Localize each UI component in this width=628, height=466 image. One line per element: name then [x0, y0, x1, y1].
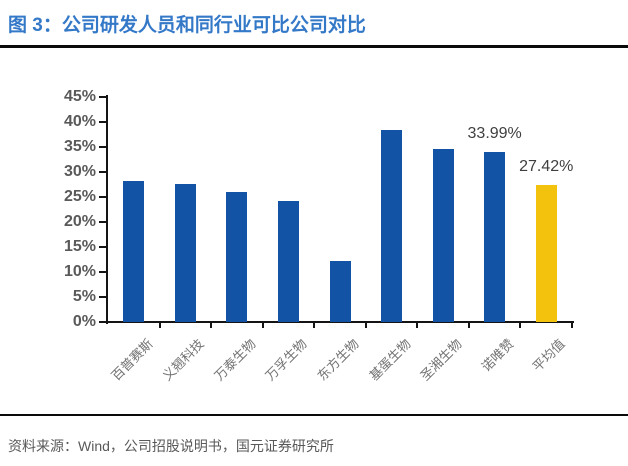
- bar: [226, 192, 248, 322]
- y-axis-tick: [99, 321, 106, 323]
- y-axis-tick: [99, 121, 106, 123]
- y-axis-tick: [99, 196, 106, 198]
- bar: [123, 181, 145, 322]
- x-axis-label: 基蛋生物: [365, 336, 414, 384]
- x-axis-tick: [210, 323, 213, 328]
- y-axis-label: 25%: [63, 188, 96, 205]
- y-axis-tick: [99, 271, 106, 273]
- x-axis-tick: [519, 323, 522, 328]
- x-axis-label: 万泰生物: [211, 336, 259, 384]
- y-axis-line: [106, 95, 108, 324]
- x-axis-label: 义翘科技: [159, 336, 208, 384]
- bar: [277, 201, 299, 322]
- title-divider: [0, 45, 628, 48]
- bar: [381, 130, 403, 322]
- y-axis-label: 20%: [63, 213, 96, 230]
- bar-chart: 0% 5% 10% 15% 20% 25% 30% 35% 40% 45% 百普赛斯 义翘科技 万泰生物…: [0, 55, 628, 410]
- bar: [535, 184, 557, 322]
- bar: [329, 261, 351, 322]
- data-label: 33.99%: [467, 125, 522, 143]
- y-axis-label: 10%: [63, 263, 96, 280]
- x-axis-label: 万孚生物: [262, 336, 311, 384]
- bar: [174, 184, 196, 322]
- x-axis-tick: [261, 323, 264, 328]
- x-axis-tick: [364, 323, 367, 328]
- x-axis-label: 平均值: [529, 336, 568, 375]
- y-axis-tick: [99, 96, 106, 98]
- x-axis-label: 诺唯赞: [478, 336, 517, 375]
- y-axis-label: 15%: [63, 238, 96, 255]
- x-axis-tick: [158, 323, 161, 328]
- x-axis-label: 圣湘生物: [417, 336, 465, 384]
- y-axis-label: 45%: [63, 88, 96, 105]
- y-axis-label: 5%: [72, 288, 96, 305]
- y-axis-label: 30%: [63, 163, 96, 180]
- x-axis-label: 东方生物: [314, 336, 362, 384]
- data-label: 27.42%: [519, 157, 574, 175]
- x-axis-label: 百普赛斯: [108, 336, 156, 384]
- y-axis-label: 40%: [63, 113, 96, 130]
- bar: [484, 152, 506, 322]
- y-axis-label: 35%: [63, 138, 96, 155]
- footer-divider: [0, 414, 628, 416]
- source-note: 资料来源：Wind，公司招股说明书，国元证券研究所: [8, 438, 334, 454]
- x-axis-tick: [571, 323, 573, 328]
- bar: [432, 149, 454, 322]
- y-axis-tick: [99, 171, 106, 173]
- y-axis-tick: [99, 246, 106, 248]
- figure-title: 图 3：公司研发人员和同行业可比公司对比: [8, 15, 366, 36]
- x-axis-tick: [313, 323, 316, 328]
- x-axis-line: [106, 321, 574, 323]
- x-axis-tick: [467, 323, 470, 328]
- y-axis-tick: [99, 146, 106, 148]
- y-axis-tick: [99, 221, 106, 223]
- y-axis-tick: [99, 296, 106, 298]
- y-axis-label: 0%: [72, 313, 96, 330]
- x-axis-tick: [416, 323, 419, 328]
